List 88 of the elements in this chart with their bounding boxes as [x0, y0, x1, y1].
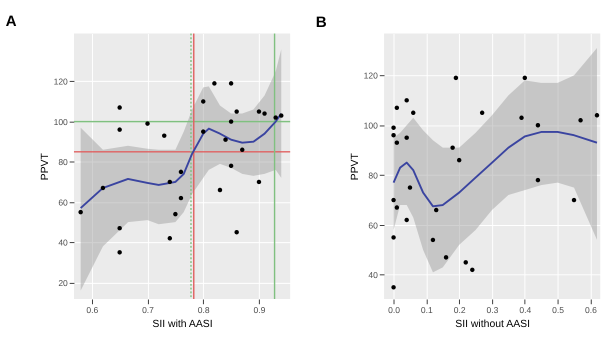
point [240, 148, 244, 152]
point [572, 198, 576, 202]
point [168, 236, 172, 240]
x-tick-label: 0.3 [486, 304, 499, 315]
point [394, 205, 400, 210]
point [256, 109, 262, 114]
point [117, 250, 122, 255]
point [117, 127, 122, 132]
x-tick-label: 0.9 [254, 304, 266, 315]
point [256, 180, 262, 184]
point [404, 218, 409, 222]
point [411, 110, 416, 115]
point [519, 116, 524, 120]
y-tick-label: 40 [58, 238, 68, 248]
x-tick-label: 0.8 [198, 304, 210, 315]
point [117, 105, 122, 110]
point [178, 170, 184, 174]
point [536, 178, 540, 182]
x-tick-label: 0.4 [519, 304, 532, 315]
point [218, 188, 222, 192]
point [223, 137, 228, 142]
point [168, 180, 172, 184]
point [173, 212, 178, 216]
point [444, 255, 448, 260]
x-tick-label: 0.2 [454, 304, 466, 315]
point [228, 164, 234, 168]
x-axis-title: SII without AASI [455, 318, 530, 330]
y-axis-title: PPVT [350, 152, 361, 180]
point [78, 210, 83, 214]
x-tick-label: 0.1 [420, 304, 434, 315]
point [464, 260, 468, 265]
point [201, 129, 206, 134]
point [480, 110, 484, 115]
point [162, 133, 166, 138]
x-tick-label: 0.6 [86, 304, 98, 315]
line-series [80, 112, 282, 210]
y-tick-label: 20 [58, 278, 68, 288]
point [262, 111, 267, 116]
point [408, 185, 412, 190]
point [404, 135, 409, 140]
y-tick-label: 120 [364, 70, 378, 81]
y-tick-label: 40 [368, 270, 378, 280]
point [391, 235, 396, 240]
y-tick-label: 100 [54, 116, 68, 127]
point [434, 208, 438, 212]
point [456, 158, 462, 162]
y-tick-label: 60 [368, 220, 378, 230]
point [391, 126, 396, 130]
point [470, 268, 475, 272]
x-tick-label: 0.5 [552, 304, 564, 315]
chart-title: A [6, 13, 17, 30]
y-tick-label: 80 [368, 170, 378, 180]
point [117, 226, 122, 230]
y-tick-label: 100 [364, 120, 378, 131]
point [145, 121, 150, 126]
point [391, 285, 396, 290]
x-axis-title: SII with AASI [152, 318, 213, 330]
point [430, 238, 436, 242]
y-axis-title: PPVT [40, 152, 51, 180]
point [404, 98, 409, 103]
point [279, 113, 284, 118]
point [454, 76, 458, 80]
y-tick-label: 60 [58, 197, 68, 208]
point [178, 196, 184, 200]
y-tick-label: 120 [54, 76, 68, 87]
y-tick-label: 80 [58, 157, 68, 168]
point [450, 145, 455, 150]
point [536, 123, 540, 128]
point [234, 109, 239, 114]
line-series [392, 131, 598, 208]
chart-title: B [316, 14, 327, 31]
point [273, 115, 278, 120]
point [100, 186, 106, 190]
point [228, 119, 234, 124]
point [234, 230, 239, 234]
point [394, 106, 400, 110]
point [212, 81, 217, 86]
point [394, 140, 400, 145]
point [228, 81, 234, 86]
x-tick-label: 0.7 [142, 304, 154, 315]
point [391, 198, 396, 202]
point [522, 76, 528, 80]
point [594, 113, 600, 118]
x-tick-label: 0.0 [388, 304, 400, 315]
x-tick-label: 0.6 [584, 304, 598, 315]
point [578, 118, 583, 122]
point [391, 133, 396, 138]
point [201, 99, 206, 104]
